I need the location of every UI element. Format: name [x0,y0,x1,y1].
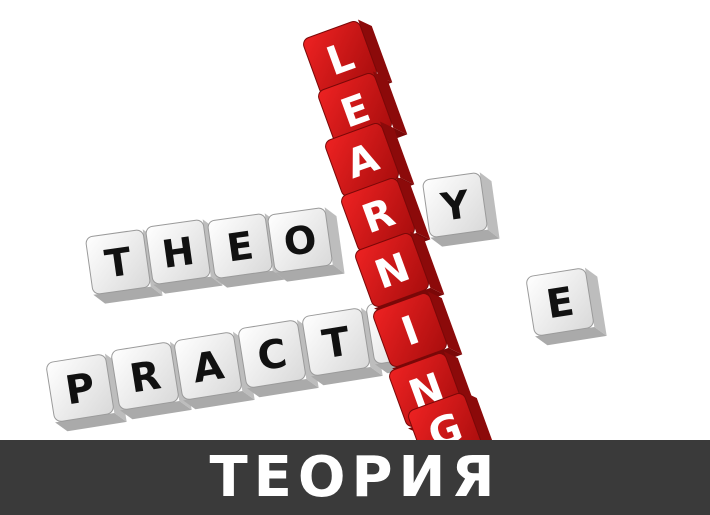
practice-cube-1: P [46,353,127,432]
cubes-svg: THEOYPRACTIELEARNING [46,19,607,475]
practice-cube-5: T [302,307,383,386]
practice-cube-8: E [526,267,607,346]
theory-cube-6: Y [422,172,500,247]
theory-cube-1-letter: T [102,239,134,287]
practice-cube-2-letter: R [127,352,164,402]
practice-cube-1-letter: P [62,364,98,414]
practice-cube-4: C [238,319,319,398]
theory-cube-2-letter: H [159,229,197,278]
practice-cube-3: A [174,331,255,410]
crossword-cube-illustration: THEOYPRACTIELEARNING [46,19,607,475]
theory-cube-4-letter: O [281,217,319,266]
caption-title: ТЕОРИЯ [209,445,501,510]
practice-cube-3-letter: A [189,342,227,392]
practice-cube-4-letter: C [254,330,290,380]
caption-bar: ТЕОРИЯ [0,440,710,515]
theory-cube-3-letter: E [224,223,256,271]
theory-cube-2: H [145,219,223,294]
theory-cube-4: O [267,207,345,282]
